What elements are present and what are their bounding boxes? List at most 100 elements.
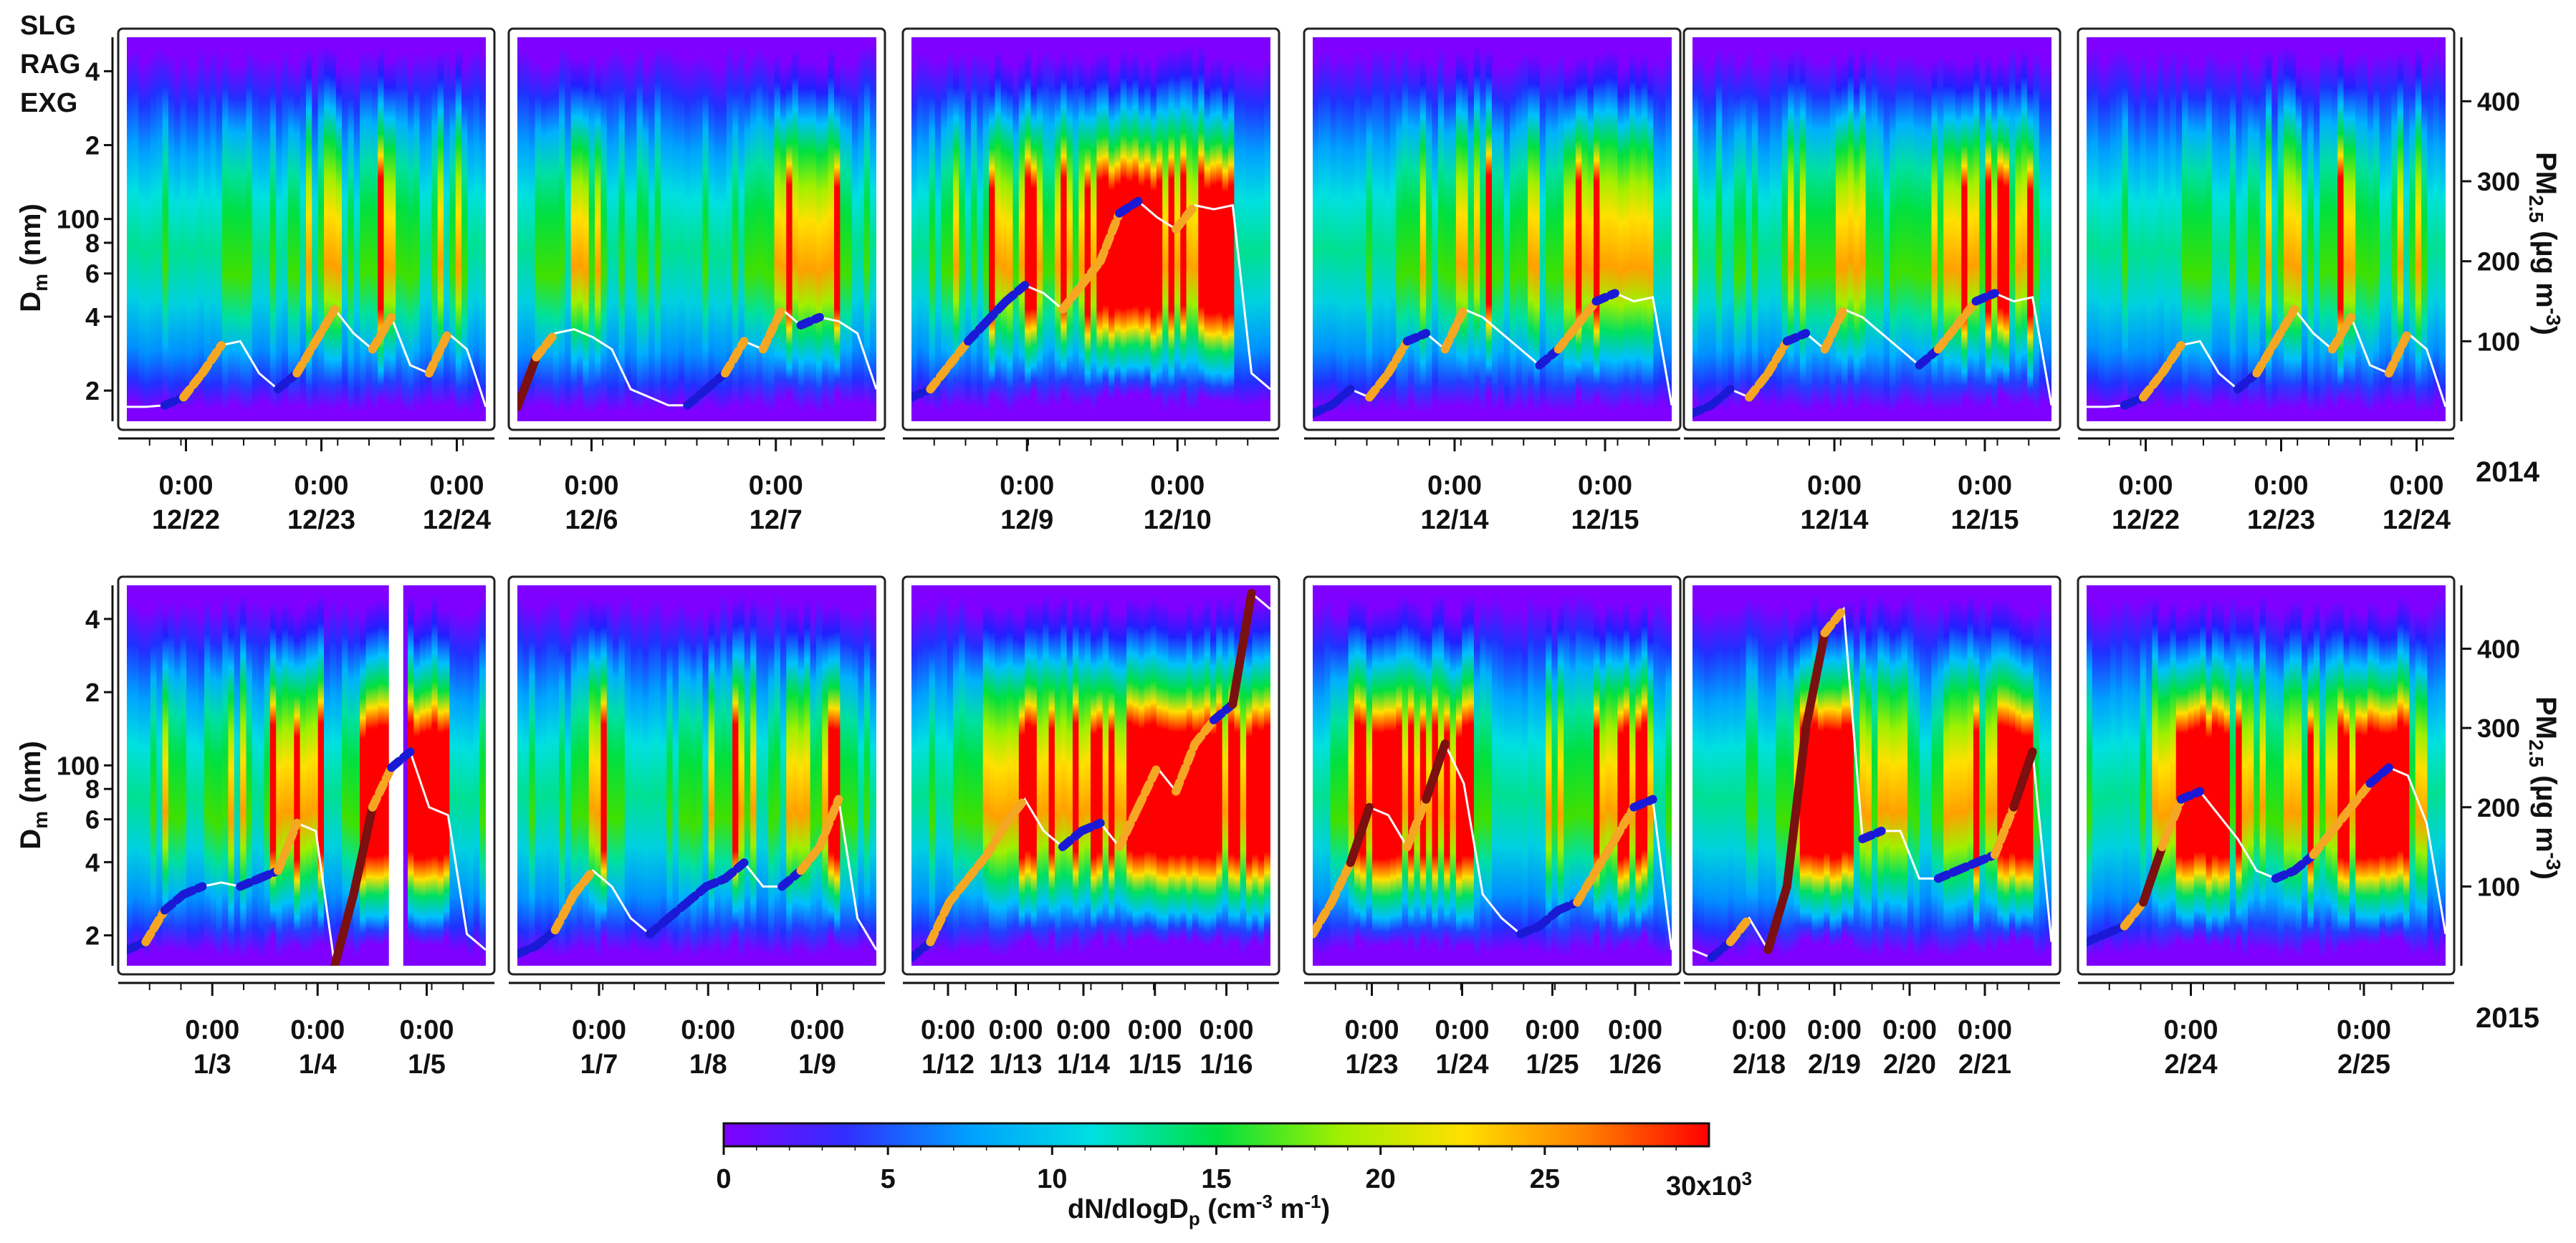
right-tick-label: 400 [2477, 635, 2520, 664]
x-tick-date: 12/9 [1000, 505, 1053, 535]
heatmap-column [1318, 607, 1326, 957]
heatmap-column [636, 47, 644, 413]
heatmap-column [654, 595, 662, 956]
heatmap-column [1473, 613, 1481, 957]
heatmap-column [774, 53, 782, 403]
heatmap-column [1581, 595, 1589, 951]
x-tick-date: 2/24 [2165, 1050, 2218, 1080]
heatmap-column [1390, 45, 1397, 406]
heatmap-column [863, 605, 871, 947]
heatmap-column [1913, 608, 1920, 958]
panel-frame [2077, 575, 2456, 976]
panel-heatmap [1692, 585, 2051, 966]
heatmap-column [348, 612, 355, 950]
heatmap-column [1842, 600, 1849, 948]
x-tick-time: 0:00 [1608, 1015, 1662, 1045]
heatmap-column [1653, 596, 1660, 954]
heatmap-column [1252, 603, 1259, 952]
heatmap-column [1593, 53, 1601, 410]
panel-frame [901, 575, 1280, 976]
heatmap-column [840, 608, 847, 953]
heatmap-column [2254, 66, 2261, 406]
heatmap-column [1758, 63, 1765, 403]
heatmap-column [744, 64, 752, 403]
x-tick-date: 2/21 [1958, 1050, 2011, 1080]
heatmap-column [312, 600, 319, 948]
growth-segment [179, 369, 207, 402]
heatmap-column [2229, 57, 2237, 408]
heatmap-column [792, 48, 800, 406]
growth-segment [2309, 826, 2337, 860]
growth-segment [982, 297, 1010, 326]
heatmap-column [1617, 608, 1624, 958]
heatmap-column [762, 600, 770, 956]
heatmap-column [1746, 48, 1753, 407]
heatmap-column [618, 597, 626, 954]
x-tick-date: 12/15 [1950, 505, 2019, 535]
heatmap-column [1842, 57, 1849, 411]
growth-segment [964, 317, 992, 346]
heatmap-column [1114, 62, 1121, 403]
growth-segment [1346, 802, 1374, 868]
x-tick-date: 12/22 [2112, 505, 2180, 535]
heatmap-column [964, 610, 972, 951]
panel-frame [1682, 575, 2062, 976]
y-tick-label: 8 [85, 774, 100, 804]
x-tick-date: 1/16 [1200, 1050, 1253, 1080]
heatmap-column [1342, 613, 1349, 948]
heatmap-column [1659, 64, 1667, 403]
heatmap-column [1234, 59, 1241, 405]
heatmap-column [2098, 611, 2105, 954]
x-tick-date: 2/18 [1733, 1050, 1786, 1080]
heatmap-column [624, 594, 632, 954]
heatmap-column [2254, 612, 2261, 950]
growth-segment [1858, 826, 1886, 843]
heatmap-column [1587, 597, 1595, 952]
heatmap-column [1516, 58, 1523, 405]
heatmap-column [1847, 598, 1855, 952]
heatmap-column [2391, 54, 2398, 408]
heatmap-column [565, 615, 572, 956]
heatmap-column [714, 610, 722, 949]
panel-r2p4: 0:00 1/23 0:00 1/24 0:00 1/25 0:00 1/26 [1303, 575, 1682, 1080]
heatmap-column [2379, 54, 2387, 408]
heatmap-column [1210, 612, 1217, 954]
heatmap-column [174, 67, 181, 408]
x-tick-time: 0:00 [1807, 471, 1862, 501]
heatmap-column [834, 65, 841, 404]
heatmap-column [2003, 62, 2011, 408]
heatmap-column [419, 54, 427, 408]
heatmap-column [324, 612, 331, 947]
heatmap-column [1665, 615, 1672, 956]
heatmap-column [2241, 603, 2249, 957]
heatmap-column [1877, 59, 1885, 410]
heatmap-column [360, 49, 367, 411]
heatmap-column [353, 606, 361, 958]
heatmap-column [1091, 612, 1098, 953]
heatmap-column [1419, 55, 1427, 413]
heatmap-column [419, 607, 427, 957]
heatmap-column [792, 603, 800, 950]
heatmap-column [407, 595, 415, 951]
year-label-2015: 2015 [2476, 1002, 2539, 1034]
year-label-2014: 2014 [2476, 456, 2540, 488]
heatmap-column [449, 59, 456, 403]
panel-frame [117, 575, 496, 976]
heatmap-column [2218, 600, 2225, 958]
heatmap-column [2140, 601, 2148, 949]
heatmap-column [786, 61, 793, 405]
heatmap-column [444, 609, 451, 949]
heatmap-column [540, 604, 548, 956]
heatmap-column [1324, 49, 1331, 408]
heatmap-column [1865, 54, 1873, 407]
growth-segment [570, 866, 598, 899]
heatmap-column [1222, 67, 1230, 413]
heatmap-column [952, 605, 960, 954]
heatmap-column [618, 53, 626, 411]
growth-segment [926, 898, 954, 946]
heatmap-column [2193, 604, 2201, 949]
heatmap-column [768, 60, 775, 412]
x-tick-time: 0:00 [681, 1015, 735, 1045]
heatmap-column [186, 603, 193, 954]
x-tick-time: 0:00 [1958, 471, 2012, 501]
